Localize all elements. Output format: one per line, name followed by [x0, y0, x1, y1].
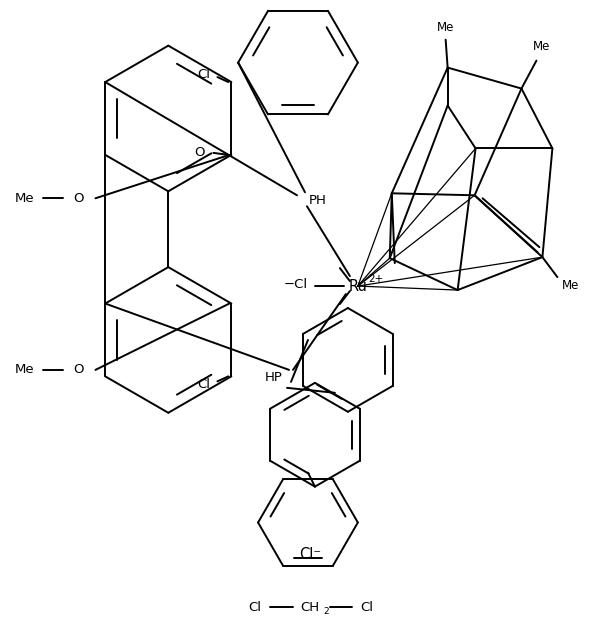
Text: O: O: [73, 363, 84, 376]
Text: Me: Me: [562, 278, 579, 292]
Text: Me: Me: [532, 40, 550, 53]
Text: Ru: Ru: [349, 278, 368, 294]
Text: Me: Me: [15, 363, 35, 376]
Text: O: O: [194, 147, 205, 159]
Text: −Cl: −Cl: [284, 278, 308, 290]
Text: Cl⁻: Cl⁻: [299, 547, 321, 562]
Text: Cl: Cl: [360, 601, 373, 614]
Text: 2+: 2+: [368, 274, 383, 284]
Text: Me: Me: [437, 21, 454, 34]
Text: 2: 2: [323, 607, 329, 616]
Text: O: O: [73, 192, 84, 204]
Text: Cl: Cl: [197, 68, 210, 80]
Text: CH: CH: [300, 601, 319, 614]
Text: Me: Me: [15, 192, 35, 204]
Text: Cl: Cl: [197, 378, 210, 391]
Text: Cl: Cl: [249, 601, 262, 614]
Text: PH: PH: [309, 194, 327, 207]
Text: HP: HP: [265, 371, 283, 384]
